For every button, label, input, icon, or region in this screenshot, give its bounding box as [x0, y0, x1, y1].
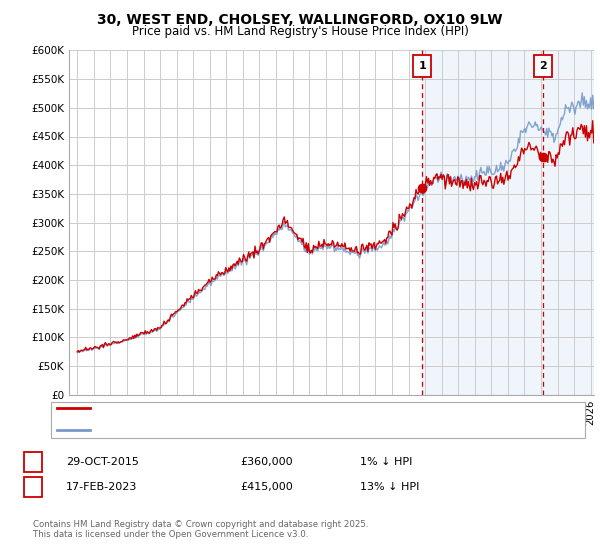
Text: 1: 1 [418, 61, 426, 71]
Text: 29-OCT-2015: 29-OCT-2015 [66, 457, 139, 467]
Text: 30, WEST END, CHOLSEY, WALLINGFORD, OX10 9LW: 30, WEST END, CHOLSEY, WALLINGFORD, OX10… [97, 13, 503, 27]
Text: 2: 2 [539, 61, 547, 71]
Text: 1% ↓ HPI: 1% ↓ HPI [360, 457, 412, 467]
Text: 2: 2 [29, 482, 37, 492]
Text: Price paid vs. HM Land Registry's House Price Index (HPI): Price paid vs. HM Land Registry's House … [131, 25, 469, 38]
Text: £360,000: £360,000 [240, 457, 293, 467]
Text: 13% ↓ HPI: 13% ↓ HPI [360, 482, 419, 492]
Text: 30, WEST END, CHOLSEY, WALLINGFORD, OX10 9LW (semi-detached house): 30, WEST END, CHOLSEY, WALLINGFORD, OX10… [96, 403, 475, 413]
Text: 17-FEB-2023: 17-FEB-2023 [66, 482, 137, 492]
Text: 1: 1 [29, 457, 37, 467]
Bar [422, 50, 594, 395]
Text: Contains HM Land Registry data © Crown copyright and database right 2025.
This d: Contains HM Land Registry data © Crown c… [33, 520, 368, 539]
Text: £415,000: £415,000 [240, 482, 293, 492]
Text: HPI: Average price, semi-detached house, South Oxfordshire: HPI: Average price, semi-detached house,… [96, 425, 398, 435]
